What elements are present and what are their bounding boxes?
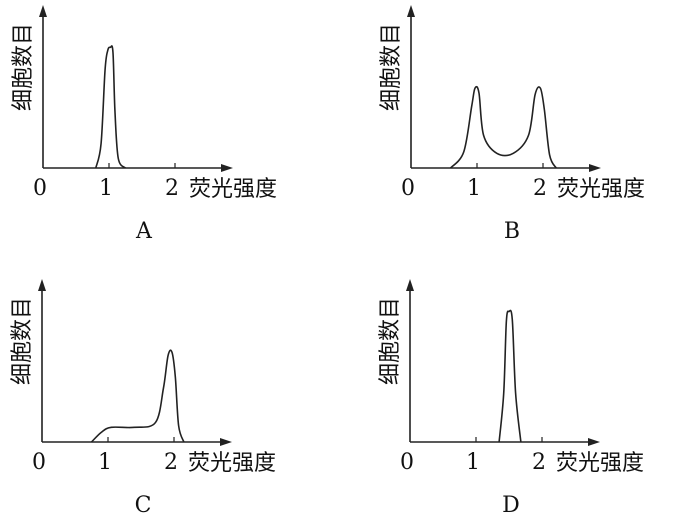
x-tick-label: 2: [532, 450, 546, 475]
y-axis-label: 细胞数目: [11, 23, 36, 111]
y-axis-arrow: [39, 5, 47, 17]
y-axis-label: 细胞数目: [10, 297, 35, 385]
x-tick-label: 0: [32, 450, 46, 475]
x-tick-label: 2: [164, 450, 178, 475]
x-tick-label: 1: [98, 450, 112, 475]
x-axis-arrow: [221, 164, 233, 172]
x-axis-label: 荧光强度: [557, 177, 645, 202]
panel-label: C: [135, 493, 152, 518]
y-axis-arrow: [407, 5, 415, 17]
y-axis-arrow: [38, 279, 46, 291]
x-axis-label: 荧光强度: [189, 177, 277, 202]
panel-B: 0 1 2 荧光强度 细胞数目 B: [379, 5, 645, 244]
x-tick-label: 2: [165, 176, 179, 201]
x-axis-arrow: [220, 438, 232, 446]
y-axis-label: 细胞数目: [378, 297, 403, 385]
x-axis-arrow: [589, 164, 601, 172]
x-tick-label: 1: [99, 176, 113, 201]
distribution-curve: [95, 45, 127, 169]
panel-label: B: [504, 219, 520, 244]
panel-label: A: [135, 219, 153, 244]
x-tick-label: 1: [466, 450, 480, 475]
x-tick-label: 2: [533, 176, 547, 201]
distribution-curve: [90, 349, 185, 443]
panel-label: D: [502, 493, 520, 518]
x-axis-arrow: [588, 438, 600, 446]
y-axis-arrow: [406, 279, 414, 291]
distribution-curve: [498, 309, 522, 443]
x-tick-label: 1: [467, 176, 481, 201]
x-axis-label: 荧光强度: [188, 451, 276, 476]
distribution-curve: [449, 85, 557, 169]
x-tick-label: 0: [33, 176, 47, 201]
x-axis-label: 荧光强度: [556, 451, 644, 476]
x-tick-label: 0: [401, 176, 415, 201]
panel-C: 0 1 2 荧光强度 细胞数目 C: [10, 279, 276, 518]
y-axis-label: 细胞数目: [379, 23, 404, 111]
panel-A: 0 1 2 荧光强度 细胞数目 A: [11, 5, 277, 244]
x-tick-label: 0: [400, 450, 414, 475]
panel-D: 0 1 2 荧光强度 细胞数目 D: [378, 279, 644, 518]
